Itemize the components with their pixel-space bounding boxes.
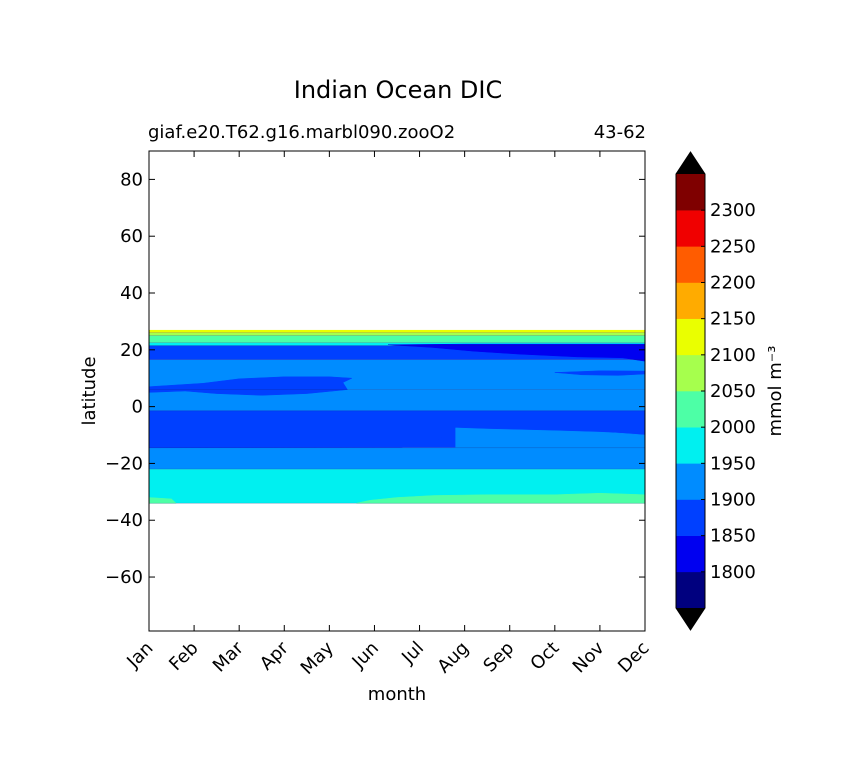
colorbar-segment <box>676 282 705 319</box>
chart-subtitle-left: giaf.e20.T62.g16.marbl090.zooO2 <box>148 122 455 143</box>
colorbar-segment <box>676 535 705 573</box>
contour-band <box>149 335 645 343</box>
colorbar-extend-low <box>676 608 705 630</box>
colorbar-segment <box>676 463 705 500</box>
y-tick-label: 0 <box>132 397 143 418</box>
colorbar-tick-label: 2300 <box>710 200 756 221</box>
colorbar-tick-label: 2250 <box>710 236 756 257</box>
y-tick-label: 40 <box>120 283 143 304</box>
chart-subtitle-right: 43-62 <box>594 122 646 143</box>
contour-band <box>149 447 645 470</box>
x-tick-label: Sep <box>479 638 518 677</box>
contour-region <box>148 376 353 396</box>
y-tick-label: 80 <box>120 169 143 190</box>
x-tick-label: Oct <box>526 638 563 675</box>
colorbar: 1800 1850 1900 1950 2000 2050 2100 2150 2200 2250… <box>675 151 786 631</box>
y-tick-label: −40 <box>105 510 143 531</box>
colorbar-tick-label: 1850 <box>710 526 756 547</box>
colorbar-segment <box>676 318 705 356</box>
colorbar-segment <box>676 210 705 247</box>
y-tick-label: −20 <box>105 453 143 474</box>
y-axis-label: latitude <box>79 356 100 425</box>
colorbar-tick-label: 1900 <box>710 490 756 511</box>
contour-features <box>148 332 646 504</box>
contour-region <box>387 343 646 362</box>
colorbar-segment <box>676 246 705 283</box>
colorbar-tick-label: 2100 <box>710 345 756 366</box>
colorbar-ticks: 1800 1850 1900 1950 2000 2050 2100 2150 2200 2250… <box>701 200 756 583</box>
colorbar-tick-label: 1950 <box>710 453 756 474</box>
contour-band <box>149 332 645 336</box>
y-tick-label: 20 <box>120 340 143 361</box>
colorbar-tick-label: 2000 <box>710 417 756 438</box>
colorbar-segment <box>676 354 705 392</box>
x-tick-label: Feb <box>165 638 202 675</box>
colorbar-segment <box>676 499 705 536</box>
x-axis-label: month <box>368 684 426 705</box>
chart-title: Indian Ocean DIC <box>294 76 502 104</box>
colorbar-segment <box>676 427 705 464</box>
x-tick-label: Nov <box>569 637 609 677</box>
x-tick-label: Jan <box>122 638 157 673</box>
colorbar-label: mmol m⁻³ <box>765 345 786 436</box>
y-tick-label: −60 <box>105 567 143 588</box>
colorbar-tick-label: 2200 <box>710 273 756 294</box>
colorbar-tick-label: 2050 <box>710 381 756 402</box>
colorbar-outline <box>675 151 706 631</box>
colorbar-tick-label: 1800 <box>710 562 756 583</box>
colorbar-segment <box>676 174 705 211</box>
x-tick-label: Mar <box>209 637 248 676</box>
contour-band <box>149 342 645 346</box>
x-tick-label: Aug <box>433 638 473 678</box>
colorbar-segment <box>676 571 705 609</box>
contour-band <box>149 329 645 333</box>
plot-frame <box>148 150 646 632</box>
colorbar-extend-high <box>676 152 705 174</box>
x-tick-label: Jul <box>397 638 428 669</box>
colorbar-tick-label: 2150 <box>710 309 756 330</box>
x-tick-label: Apr <box>256 637 293 674</box>
y-tick-label: 60 <box>120 226 143 247</box>
colorbar-segment <box>676 391 705 428</box>
x-tick-label: Dec <box>614 638 653 677</box>
y-axis: 80 60 40 20 0 −20 −40 −60 <box>105 169 645 588</box>
plot-area: Jan Feb Mar Apr May Jun Jul Aug Sep Oct Nov Dec 80 6… <box>105 150 654 679</box>
x-tick-label: Jun <box>348 638 383 673</box>
colorbar-segments <box>676 174 705 609</box>
x-tick-label: May <box>297 637 338 678</box>
